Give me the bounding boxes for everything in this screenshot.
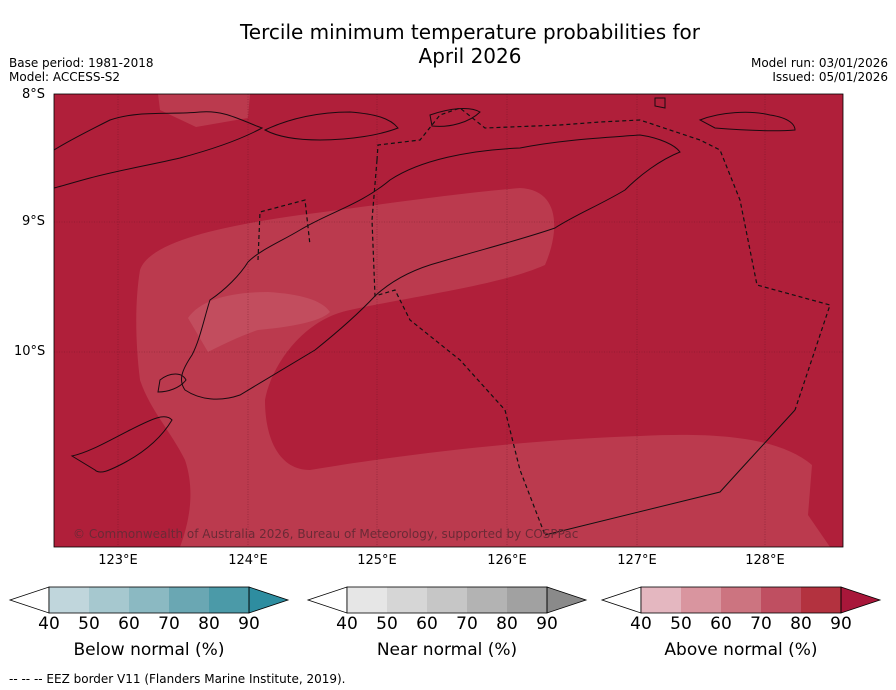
colorbar-1-segment-3 <box>467 587 507 613</box>
title-line-2: April 2026 <box>418 44 522 68</box>
colorbar-1-label: Near normal (%) <box>376 640 518 660</box>
eez-west <box>257 199 311 261</box>
coastlines <box>54 97 796 473</box>
colorbar-1-segment-0 <box>347 587 387 613</box>
colorbar-2-tick-3: 70 <box>750 614 772 634</box>
colorbar-1-tick-5: 90 <box>536 614 558 634</box>
colorbar-0-low-extend <box>8 586 50 614</box>
model-run: Model run: 03/01/2026 <box>750 56 888 70</box>
colorbar-1-low-extend <box>306 586 348 614</box>
timor-coastline <box>181 134 681 400</box>
prob-region-60-70 <box>188 292 330 352</box>
colorbar-2-frame <box>640 586 842 614</box>
colorbar-1-tick-2: 60 <box>416 614 438 634</box>
lat-label-8s: 8°S <box>22 87 46 102</box>
colorbar-2-tick-5: 90 <box>830 614 852 634</box>
probability-field <box>54 94 843 547</box>
colorbar-2-high-extend <box>840 586 882 614</box>
copyright-text: © Commonwealth of Australia 2026, Bureau… <box>73 527 579 541</box>
lon-label-127e: 127°E <box>617 553 657 568</box>
lon-label-123e: 123°E <box>98 553 138 568</box>
graticule <box>54 94 843 547</box>
flores-coast <box>54 111 264 189</box>
colorbar-0-tick-1: 50 <box>78 614 100 634</box>
eez-central <box>371 159 546 536</box>
colorbar-1-tick-1: 50 <box>376 614 398 634</box>
colorbar-1-segment-1 <box>387 587 427 613</box>
base-period: Base period: 1981-2018 <box>9 56 154 70</box>
colorbar-2-label: Above normal (%) <box>664 640 818 660</box>
alor-coast <box>263 111 399 141</box>
colorbar-2-segment-0 <box>641 587 681 613</box>
colorbar-2-tick-4: 80 <box>790 614 812 634</box>
title-line-1: Tercile minimum temperature probabilitie… <box>239 20 701 44</box>
colorbar-1-high-extend <box>546 586 588 614</box>
colorbar-2-tick-2: 60 <box>710 614 732 634</box>
eez-footnote: -- -- -- EEZ border V11 (Flanders Marine… <box>9 672 346 686</box>
colorbar-2-segment-4 <box>801 587 841 613</box>
colorbar-1-segment-4 <box>507 587 547 613</box>
lon-label-128e: 128°E <box>745 553 785 568</box>
colorbar-1-tick-0: 40 <box>336 614 358 634</box>
wetar-coast <box>429 107 481 127</box>
colorbar-0-label: Below normal (%) <box>73 640 225 660</box>
colorbar-2-low-extend <box>600 586 642 614</box>
lon-label-125e: 125°E <box>357 553 397 568</box>
colorbar-0-high-extend <box>248 586 290 614</box>
colorbar-0-tick-4: 80 <box>198 614 220 634</box>
meta-left: Base period: 1981-2018 Model: ACCESS-S2 <box>9 56 154 84</box>
colorbar-2-segment-2 <box>721 587 761 613</box>
colorbar-2-tick-0: 40 <box>630 614 652 634</box>
eastern-islands <box>698 111 796 132</box>
legend-colorbars <box>8 586 882 614</box>
meta-right: Model run: 03/01/2026 Issued: 05/01/2026 <box>751 56 888 84</box>
colorbar-1-segment-2 <box>427 587 467 613</box>
colorbar-0-tick-2: 60 <box>118 614 140 634</box>
issued-date: Issued: 05/01/2026 <box>772 70 888 84</box>
colorbar-1-tick-4: 80 <box>496 614 518 634</box>
colorbar-0-tick-5: 90 <box>238 614 260 634</box>
lat-label-9s: 9°S <box>22 214 46 229</box>
sumba-coast <box>70 416 173 473</box>
colorbar-0-segment-1 <box>89 587 129 613</box>
eez-borders <box>257 107 831 536</box>
colorbar-0-segment-3 <box>169 587 209 613</box>
lat-label-10s: 10°S <box>14 344 46 359</box>
colorbar-2-segment-3 <box>761 587 801 613</box>
lon-label-124e: 124°E <box>228 553 268 568</box>
map-frame <box>53 93 844 548</box>
colorbar-1-frame <box>346 586 548 614</box>
colorbar-2-segment-1 <box>681 587 721 613</box>
colorbar-0-segment-4 <box>209 587 249 613</box>
colorbar-0-frame <box>48 586 250 614</box>
eez-south-solid <box>544 409 796 536</box>
small-island-1 <box>654 97 666 109</box>
map-title: Tercile minimum temperature probabilitie… <box>170 20 770 68</box>
colorbar-1-tick-3: 70 <box>456 614 478 634</box>
colorbar-2-tick-1: 50 <box>670 614 692 634</box>
rote-island <box>157 373 187 393</box>
colorbar-0-segment-2 <box>129 587 169 613</box>
colorbar-0-tick-3: 70 <box>158 614 180 634</box>
lon-label-126e: 126°E <box>487 553 527 568</box>
colorbar-0-segment-0 <box>49 587 89 613</box>
model-name: Model: ACCESS-S2 <box>9 70 121 84</box>
colorbar-0-tick-0: 40 <box>38 614 60 634</box>
